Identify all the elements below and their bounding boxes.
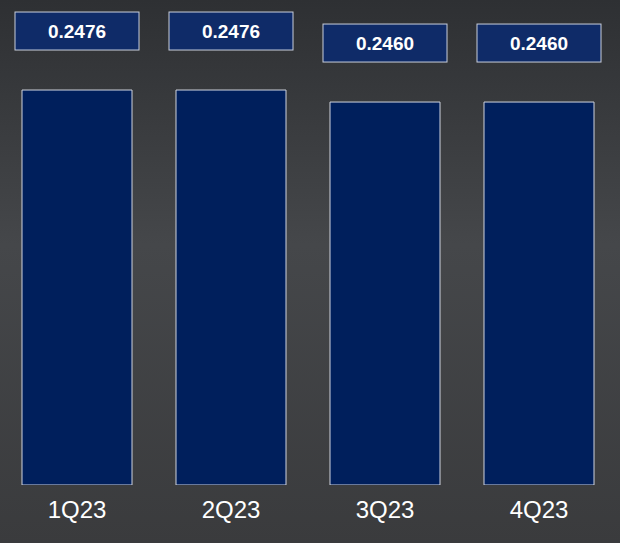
svg-text:0.2476: 0.2476: [48, 21, 106, 42]
svg-text:0.2460: 0.2460: [356, 33, 414, 54]
svg-text:2Q23: 2Q23: [202, 496, 261, 523]
svg-text:3Q23: 3Q23: [356, 496, 415, 523]
svg-text:0.2476: 0.2476: [202, 21, 260, 42]
svg-text:0.2460: 0.2460: [510, 33, 568, 54]
svg-text:4Q23: 4Q23: [510, 496, 569, 523]
svg-text:1Q23: 1Q23: [48, 496, 107, 523]
